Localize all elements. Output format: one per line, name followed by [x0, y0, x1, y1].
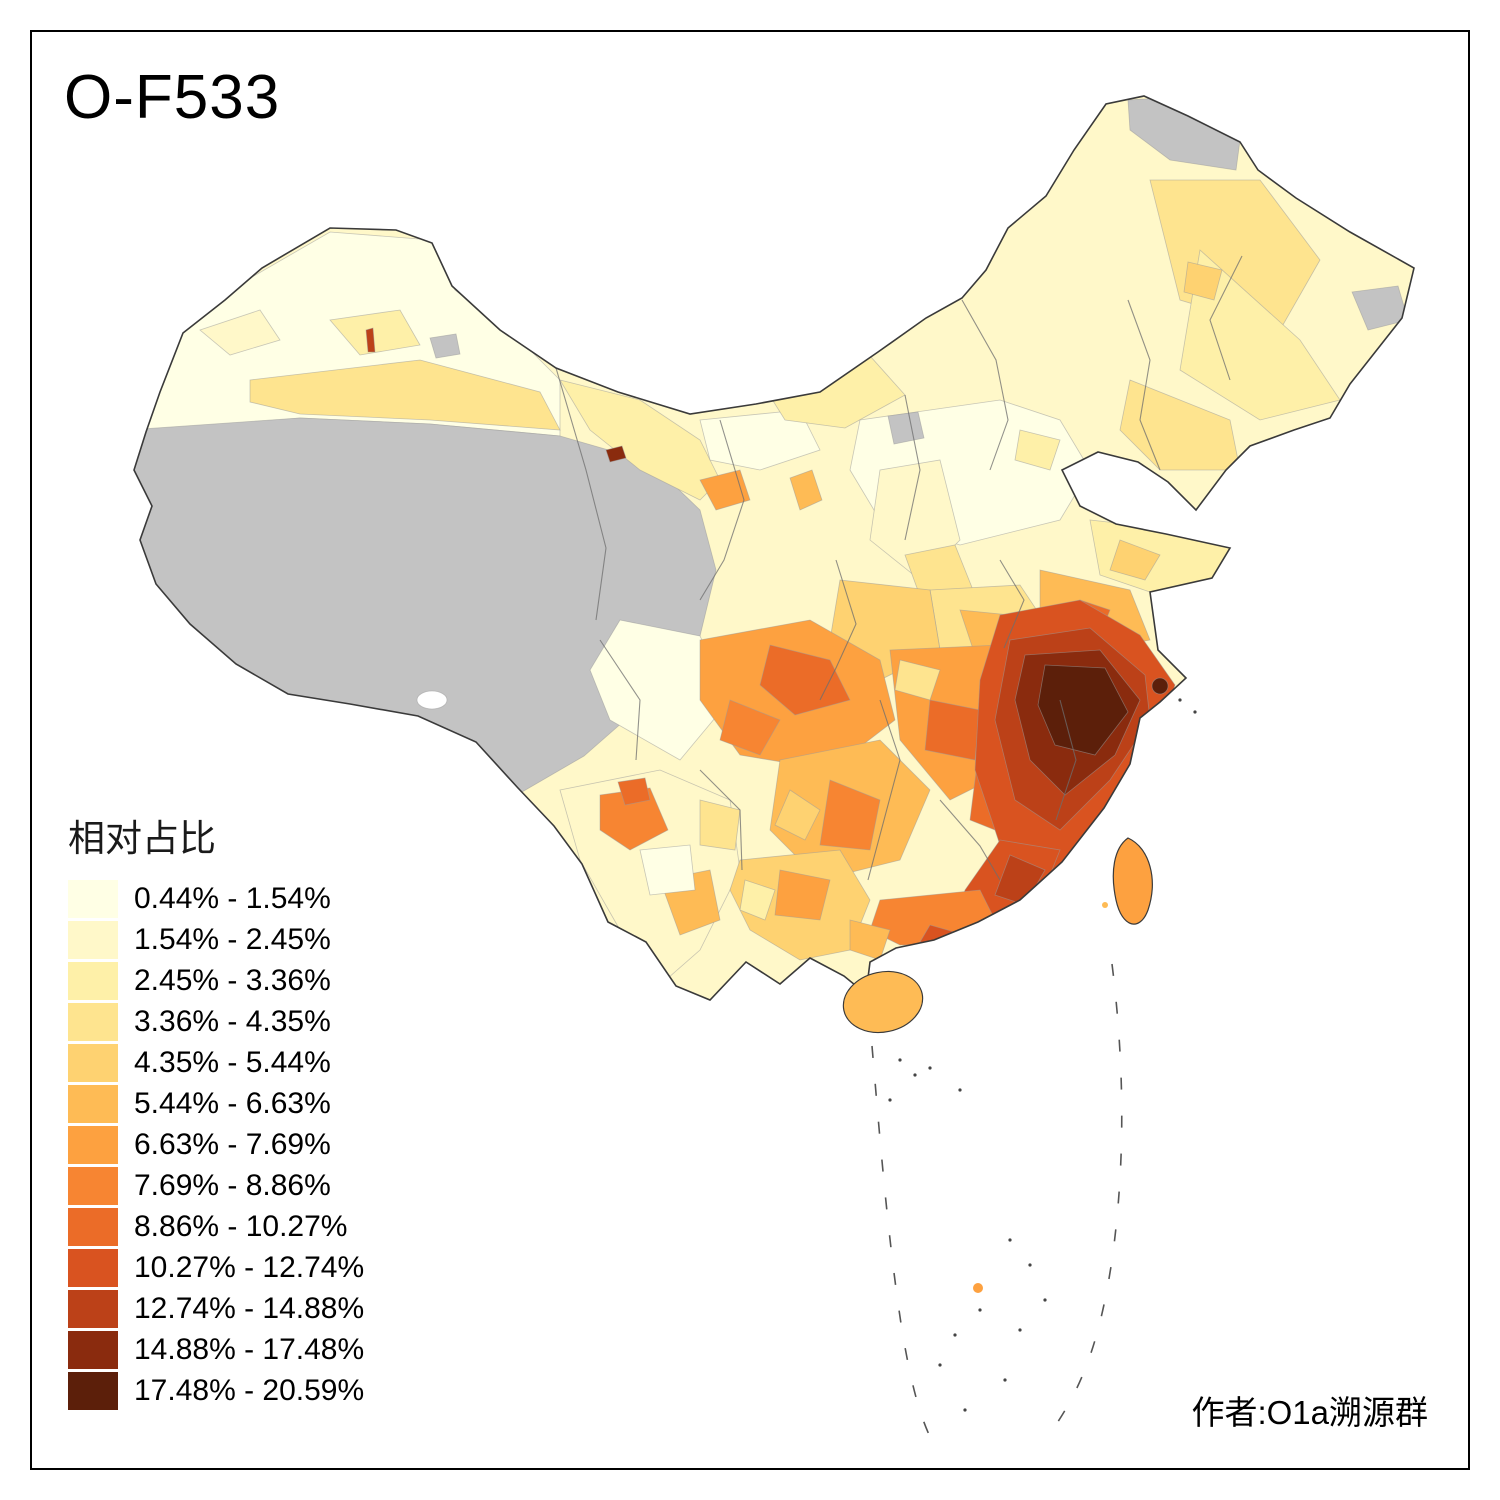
legend-item: 12.74% - 14.88% [68, 1290, 364, 1328]
legend-swatch [68, 1208, 118, 1246]
legend-swatch [68, 962, 118, 1000]
legend-label: 12.74% - 14.88% [134, 1292, 365, 1325]
region-hubei-light-spot [894, 659, 941, 701]
legend-item: 5.44% - 6.63% [68, 1085, 364, 1123]
legend-swatch [68, 1126, 118, 1164]
region-guizhou-light [774, 789, 821, 841]
lake-tibet [416, 690, 448, 710]
legend-label: 17.48% - 20.59% [134, 1374, 365, 1407]
sea-island-dots [888, 698, 1197, 1412]
legend-item: 7.69% - 8.86% [68, 1167, 364, 1205]
legend: 相对占比 0.44% - 1.54% 1.54% - 2.45% 2.45% -… [68, 808, 364, 1413]
legend-item: 14.88% - 17.48% [68, 1331, 364, 1369]
legend-label: 8.86% - 10.27% [134, 1210, 348, 1243]
legend-title: 相对占比 [68, 818, 216, 859]
region-xinjiang-red-sliver [365, 327, 376, 353]
legend-label: 1.54% - 2.45% [134, 923, 331, 956]
legend-label: 7.69% - 8.86% [134, 1169, 331, 1202]
legend-item: 1.54% - 2.45% [68, 921, 364, 959]
region-guizhou-patch [819, 779, 881, 851]
region-south-sea-orange-islet [973, 1283, 983, 1293]
legend-item: 6.63% - 7.69% [68, 1126, 364, 1164]
region-liaoning [1119, 379, 1241, 471]
region-hainan [842, 970, 924, 1034]
legend-item: 17.48% - 20.59% [68, 1372, 364, 1410]
region-xinjiang-tan-band [249, 359, 561, 431]
legend-swatch [68, 1290, 118, 1328]
legend-swatch [68, 1085, 118, 1123]
region-ningxia-orange [789, 469, 823, 511]
legend-label: 6.63% - 7.69% [134, 1128, 331, 1161]
legend-items: 0.44% - 1.54% 1.54% - 2.45% 2.45% - 3.36… [68, 880, 364, 1410]
legend-label: 4.35% - 5.44% [134, 1046, 331, 1079]
province-boundaries [555, 255, 1243, 881]
region-penghu-dot [1102, 902, 1108, 908]
region-chongqing-patch [719, 699, 781, 756]
region-jilin-tan [1179, 249, 1341, 421]
region-gansu-red-dot [605, 445, 627, 463]
legend-item: 0.44% - 1.54% [68, 880, 364, 918]
legend-swatch [68, 880, 118, 918]
region-taiwan [1112, 837, 1153, 925]
region-yunnan-pale-patch [639, 844, 696, 896]
legend-label: 14.88% - 17.48% [134, 1333, 365, 1366]
legend-label: 5.44% - 6.63% [134, 1087, 331, 1120]
region-shanghai-dot [1151, 677, 1169, 695]
region-guangxi-light [739, 879, 776, 921]
legend-swatch [68, 921, 118, 959]
legend-swatch [68, 1249, 118, 1287]
region-hunan-dark [924, 699, 981, 761]
region-zhejiang-core [1037, 664, 1129, 756]
region-guangxi-orange [774, 869, 831, 921]
legend-swatch [68, 1167, 118, 1205]
author-credit: 作者:O1a溯源群 [1191, 1394, 1428, 1431]
legend-item: 2.45% - 3.36% [68, 962, 364, 1000]
legend-swatch [68, 1331, 118, 1369]
region-sichuan-west-pale [589, 619, 731, 761]
legend-swatch [68, 1003, 118, 1041]
legend-label: 10.27% - 12.74% [134, 1251, 365, 1284]
region-ne-darker-spot [1183, 261, 1223, 301]
region-yunnan-deep-spot [617, 777, 651, 806]
legend-item: 4.35% - 5.44% [68, 1044, 364, 1082]
map-title: O-F533 [64, 63, 281, 132]
region-yunnan-east-tan [699, 799, 741, 851]
nine-dash-line [871, 963, 1123, 1453]
region-urumqi-patch [329, 309, 421, 356]
legend-label: 0.44% - 1.54% [134, 882, 331, 915]
region-beijing-tan [1014, 429, 1061, 471]
region-sichuan-dark-patch [759, 644, 851, 716]
legend-item: 3.36% - 4.35% [68, 1003, 364, 1041]
legend-item: 10.27% - 12.74% [68, 1249, 364, 1287]
region-nodata-xinjiang-fleck [429, 333, 461, 359]
region-shandong-patch [1109, 539, 1161, 581]
legend-swatch [68, 1372, 118, 1410]
legend-label: 3.36% - 4.35% [134, 1005, 331, 1038]
region-ili-patch [199, 309, 281, 356]
legend-swatch [68, 1044, 118, 1082]
legend-item: 8.86% - 10.27% [68, 1208, 364, 1246]
legend-label: 2.45% - 3.36% [134, 964, 331, 997]
region-nodata-fleck-a [887, 411, 925, 445]
